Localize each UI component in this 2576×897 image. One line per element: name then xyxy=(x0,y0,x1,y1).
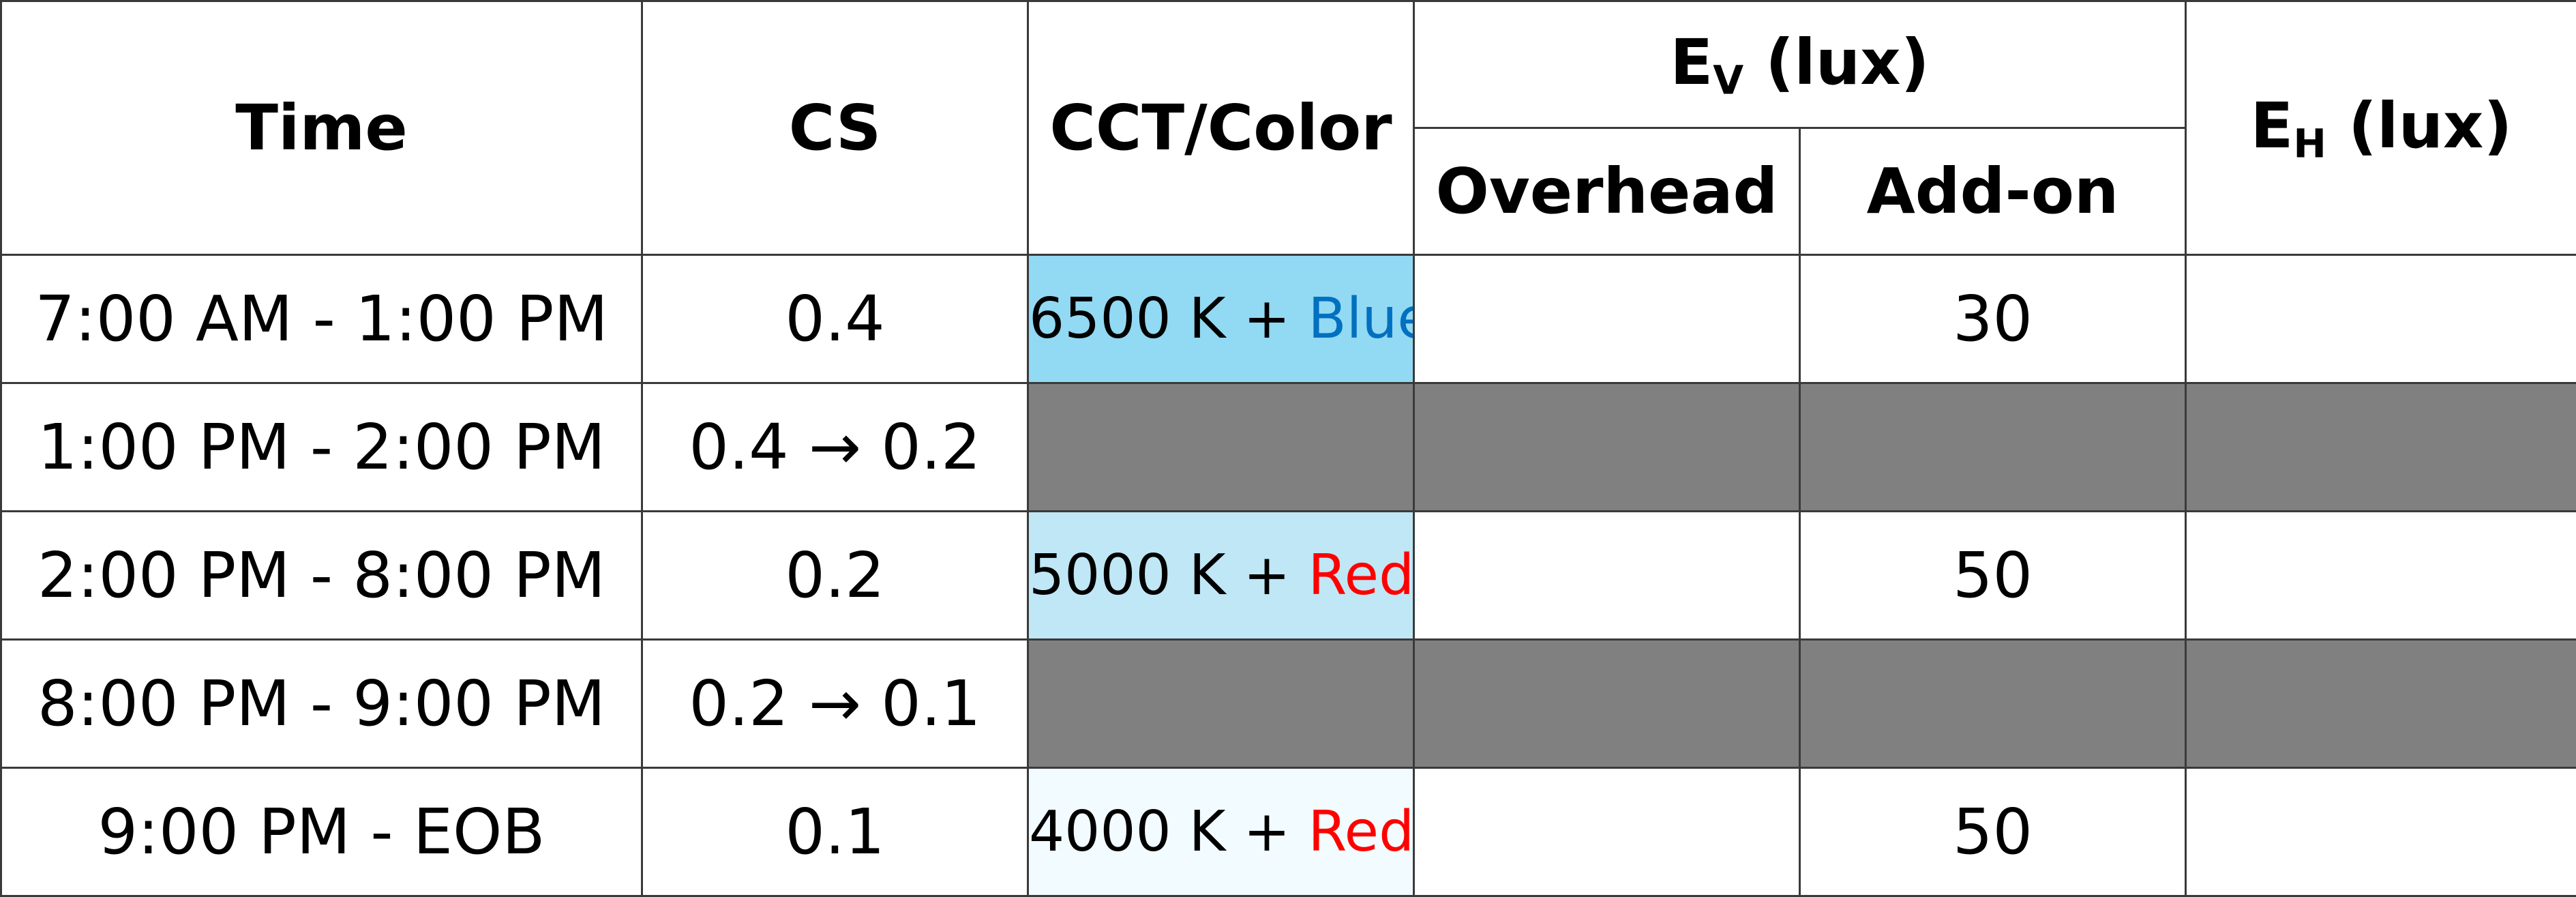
header-row-1: Time CS CCT/Color EV (lux) EH (lux) xyxy=(1,1,2576,128)
cell-addon: 50 xyxy=(1800,512,2186,640)
table-row: 2:00 PM - 8:00 PM 0.2 5000 K + Red 50 xyxy=(1,512,2576,640)
cell-eh xyxy=(2186,640,2576,768)
header-cct-color: CCT/Color xyxy=(1028,1,1414,255)
cell-cct-color xyxy=(1028,640,1414,768)
header-ev-unit: (lux) xyxy=(1743,26,1930,99)
cell-cs: 0.4 → 0.2 xyxy=(642,383,1028,512)
cell-cs: 0.2 → 0.1 xyxy=(642,640,1028,768)
cell-overhead xyxy=(1414,640,1800,768)
cell-cct-color: 6500 K + Blue xyxy=(1028,255,1414,383)
cell-addon: 30 xyxy=(1800,255,2186,383)
table-row: 1:00 PM - 2:00 PM 0.4 → 0.2 xyxy=(1,383,2576,512)
cct-kelvin: 6500 K + xyxy=(1029,286,1308,351)
cell-time: 2:00 PM - 8:00 PM xyxy=(1,512,642,640)
table-row: 9:00 PM - EOB 0.1 4000 K + Red 50 xyxy=(1,768,2576,896)
cell-cct-color: 5000 K + Red xyxy=(1028,512,1414,640)
header-eh-unit: (lux) xyxy=(2326,89,2513,162)
header-cs: CS xyxy=(642,1,1028,255)
cell-cs: 0.2 xyxy=(642,512,1028,640)
header-ev: EV (lux) xyxy=(1414,1,2186,128)
cct-kelvin: 4000 K + xyxy=(1029,799,1308,864)
cct-kelvin: 5000 K + xyxy=(1029,543,1308,608)
header-overhead: Overhead xyxy=(1414,128,1800,255)
cct-color-word: Red xyxy=(1308,543,1413,608)
cell-addon xyxy=(1800,383,2186,512)
cell-eh xyxy=(2186,383,2576,512)
cell-time: 9:00 PM - EOB xyxy=(1,768,642,896)
cell-eh xyxy=(2186,512,2576,640)
header-eh-sub: H xyxy=(2293,120,2326,166)
cell-cct-color: 4000 K + Red xyxy=(1028,768,1414,896)
cell-time: 7:00 AM - 1:00 PM xyxy=(1,255,642,383)
cell-eh xyxy=(2186,255,2576,383)
cell-time: 8:00 PM - 9:00 PM xyxy=(1,640,642,768)
table-row: 8:00 PM - 9:00 PM 0.2 → 0.1 xyxy=(1,640,2576,768)
cell-addon: 50 xyxy=(1800,768,2186,896)
cell-addon xyxy=(1800,640,2186,768)
header-eh: EH (lux) xyxy=(2186,1,2576,255)
cell-cs: 0.1 xyxy=(642,768,1028,896)
cell-eh xyxy=(2186,768,2576,896)
header-addon: Add-on xyxy=(1800,128,2186,255)
header-ev-base: E xyxy=(1670,26,1713,99)
cell-time: 1:00 PM - 2:00 PM xyxy=(1,383,642,512)
header-eh-base: E xyxy=(2251,89,2294,162)
header-ev-sub: V xyxy=(1713,57,1743,103)
cct-color-word: Blue xyxy=(1308,286,1413,351)
cell-cs: 0.4 xyxy=(642,255,1028,383)
cell-overhead xyxy=(1414,383,1800,512)
table-row: 7:00 AM - 1:00 PM 0.4 6500 K + Blue 30 xyxy=(1,255,2576,383)
cell-cct-color xyxy=(1028,383,1414,512)
cell-overhead xyxy=(1414,512,1800,640)
cell-overhead xyxy=(1414,255,1800,383)
header-time: Time xyxy=(1,1,642,255)
cct-color-word: Red xyxy=(1308,799,1413,864)
cell-overhead xyxy=(1414,768,1800,896)
